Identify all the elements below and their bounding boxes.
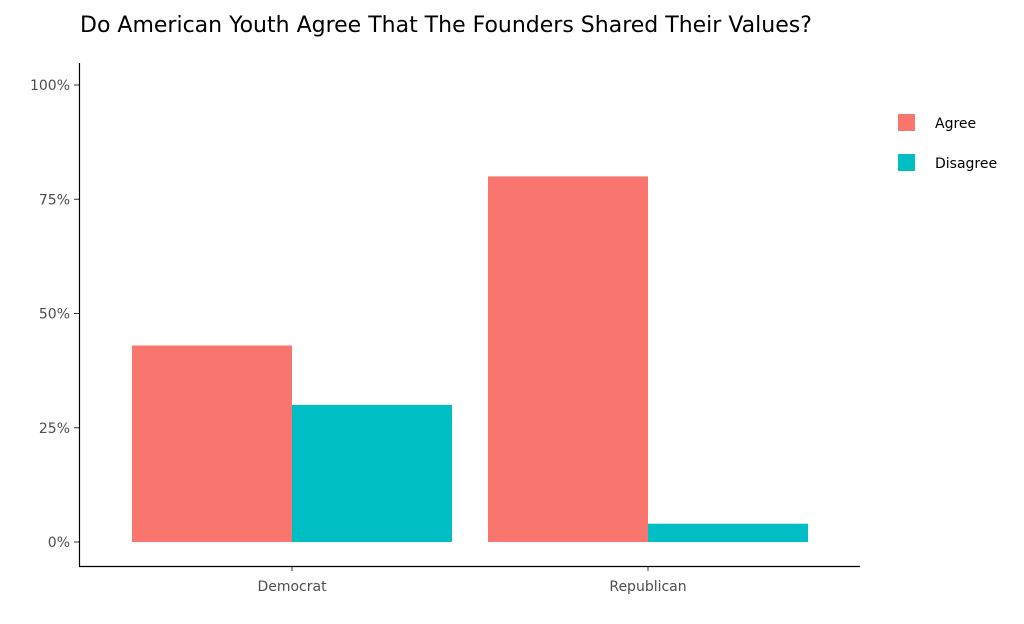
bar-democrat-agree <box>132 345 292 542</box>
x-tick-label: Republican <box>609 579 686 595</box>
chart-title: Do American Youth Agree That The Founder… <box>80 13 812 38</box>
legend-label-disagree: Disagree <box>935 156 997 172</box>
y-tick-label: 50% <box>39 307 70 323</box>
y-tick-label: 0% <box>48 535 70 551</box>
x-tick-label: Democrat <box>257 579 327 595</box>
y-tick-label: 75% <box>39 192 70 208</box>
bar-republican-agree <box>488 176 648 542</box>
legend: Agree Disagree <box>898 114 997 172</box>
y-tick-label: 25% <box>39 421 70 437</box>
bar-republican-disagree <box>648 523 808 542</box>
legend-label-agree: Agree <box>935 116 976 132</box>
y-tick-label: 100% <box>30 78 70 94</box>
bar-democrat-disagree <box>292 404 452 542</box>
legend-swatch-agree <box>898 114 915 131</box>
legend-swatch-disagree <box>898 154 915 171</box>
